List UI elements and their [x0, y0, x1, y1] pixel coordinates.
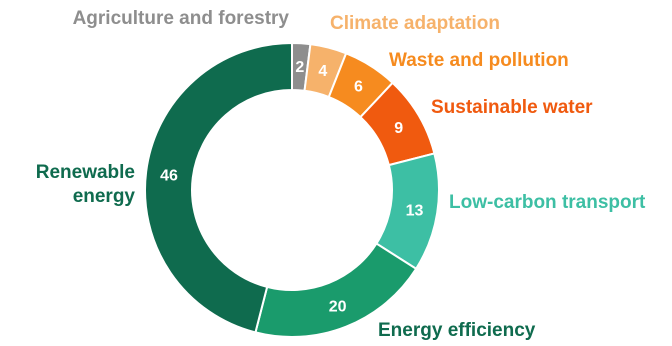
category-label-4: Low-carbon transport: [449, 192, 646, 213]
slice-value-label-3: 9: [394, 120, 403, 137]
slice-value-label-4: 13: [406, 202, 424, 219]
slice-value-label-6: 46: [160, 167, 178, 184]
slice-value-label-0: 2: [295, 59, 304, 76]
category-label-0: Agriculture and forestry: [73, 8, 290, 29]
category-label-3: Sustainable water: [431, 97, 593, 118]
slice-value-label-2: 6: [354, 78, 363, 95]
category-label-1: Climate adaptation: [330, 13, 500, 34]
category-label-6: Renewable energy: [36, 162, 136, 207]
category-label-5: Energy efficiency: [378, 320, 536, 341]
donut-slice-6: [144, 41, 293, 334]
slice-value-label-5: 20: [329, 298, 347, 315]
category-label-2: Waste and pollution: [389, 50, 569, 71]
slice-value-label-1: 4: [318, 63, 327, 80]
